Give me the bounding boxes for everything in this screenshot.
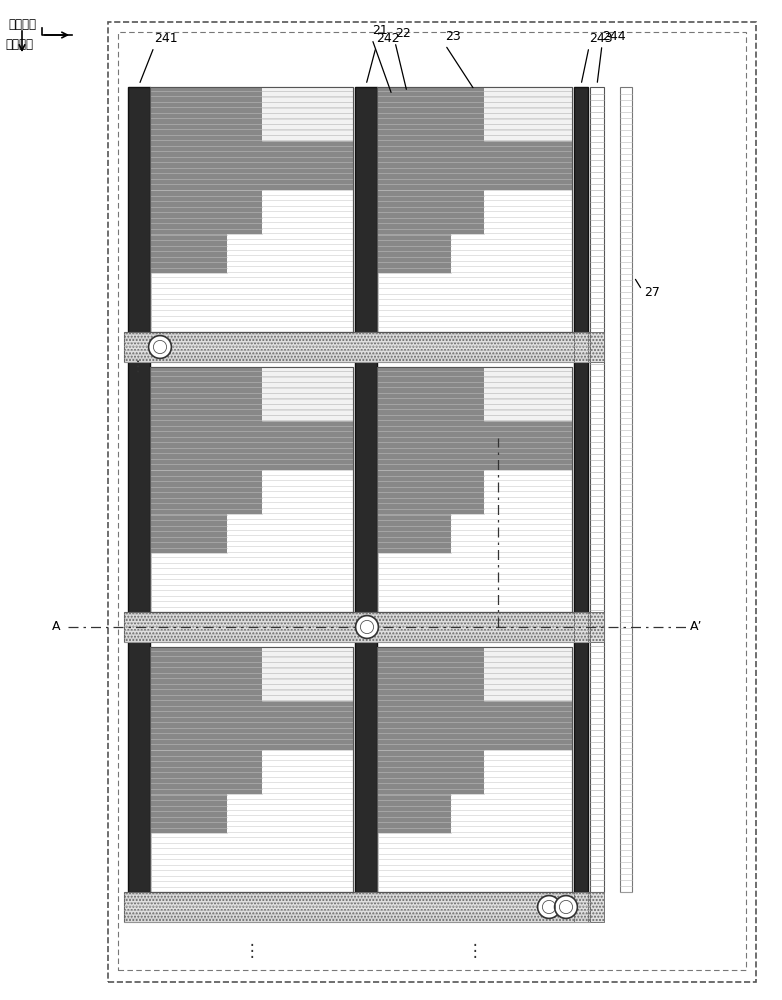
Text: 21: 21: [372, 24, 388, 37]
Bar: [377, 367, 572, 612]
Text: 243: 243: [589, 32, 612, 45]
Text: ⋮: ⋮: [466, 942, 482, 960]
Text: 第一方向: 第一方向: [8, 18, 36, 31]
Bar: [377, 647, 572, 750]
Bar: [150, 87, 353, 190]
Text: 23: 23: [445, 30, 461, 43]
Bar: [150, 234, 227, 273]
Bar: [377, 514, 451, 553]
Bar: [377, 87, 572, 190]
Bar: [150, 470, 262, 514]
Bar: [124, 892, 590, 922]
Bar: [590, 612, 604, 642]
Bar: [377, 234, 451, 273]
Bar: [377, 794, 451, 833]
Bar: [377, 750, 484, 794]
Bar: [150, 647, 353, 892]
Bar: [484, 647, 572, 701]
Bar: [574, 87, 588, 892]
Bar: [377, 87, 572, 332]
Bar: [150, 367, 353, 470]
Bar: [262, 647, 353, 701]
Circle shape: [554, 896, 577, 918]
Bar: [484, 87, 572, 141]
Bar: [377, 647, 572, 892]
Circle shape: [537, 896, 561, 918]
Bar: [150, 514, 227, 553]
Text: 242: 242: [376, 32, 400, 45]
Bar: [590, 892, 604, 922]
Text: ⋮: ⋮: [243, 942, 260, 960]
Bar: [150, 367, 353, 612]
Bar: [124, 612, 590, 642]
Bar: [574, 612, 588, 642]
Bar: [150, 647, 353, 750]
Bar: [574, 332, 588, 362]
Bar: [484, 367, 572, 421]
Bar: [377, 87, 572, 332]
Bar: [377, 367, 572, 612]
Text: A’: A’: [690, 620, 702, 634]
Bar: [124, 332, 590, 362]
Bar: [150, 87, 353, 332]
Bar: [377, 647, 572, 892]
Text: 241: 241: [154, 32, 178, 45]
Bar: [620, 87, 632, 892]
Bar: [150, 647, 353, 892]
Bar: [128, 87, 150, 892]
Bar: [150, 750, 262, 794]
Bar: [262, 87, 353, 141]
Bar: [150, 190, 262, 234]
Bar: [377, 367, 572, 470]
Text: ⋯: ⋯: [130, 357, 145, 372]
Circle shape: [356, 616, 378, 638]
Bar: [377, 190, 484, 234]
Circle shape: [149, 336, 171, 358]
Bar: [150, 367, 353, 612]
Text: 27: 27: [644, 286, 660, 298]
Bar: [150, 87, 353, 332]
Bar: [377, 470, 484, 514]
Bar: [262, 367, 353, 421]
Bar: [574, 892, 588, 922]
Text: 22: 22: [395, 27, 411, 40]
Text: 第二方向: 第二方向: [5, 38, 33, 51]
Bar: [150, 794, 227, 833]
Text: A: A: [52, 620, 60, 634]
Bar: [590, 87, 604, 892]
Text: 244: 244: [602, 30, 626, 43]
Bar: [590, 332, 604, 362]
Bar: [355, 87, 377, 892]
